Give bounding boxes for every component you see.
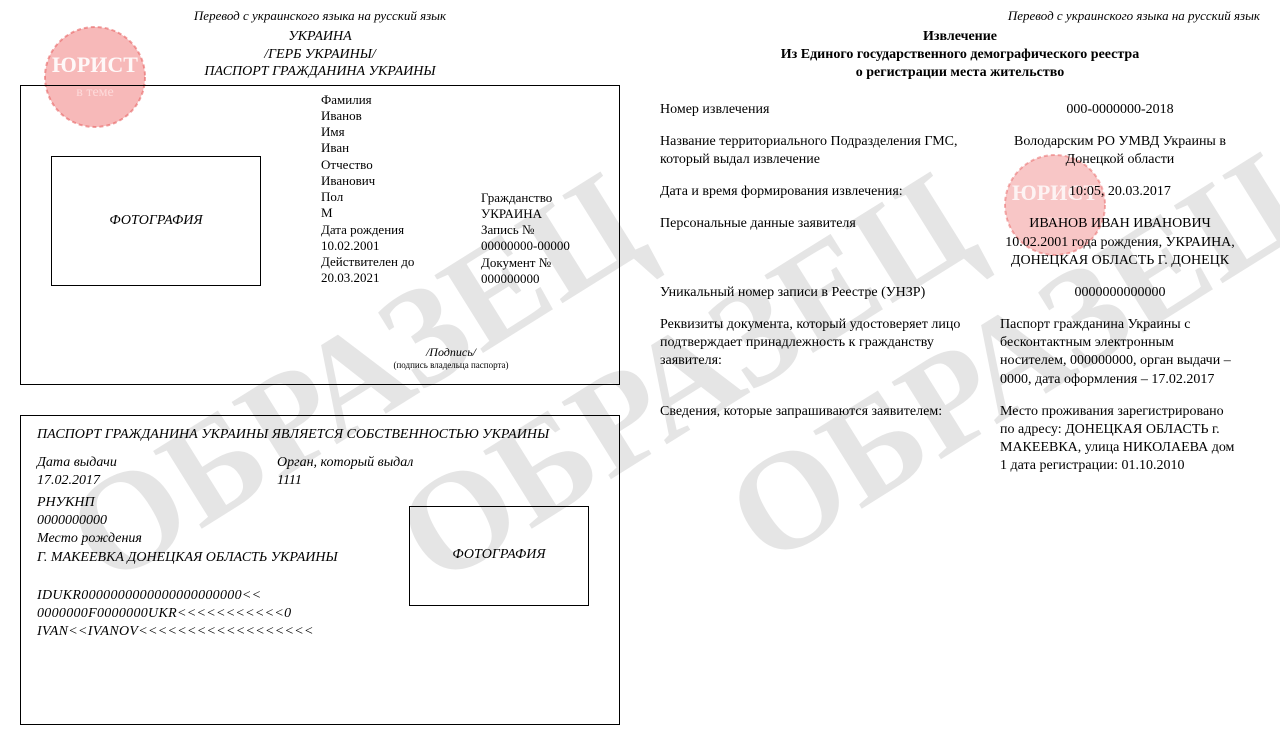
field-value: 000000000	[481, 271, 631, 287]
field-label: Гражданство	[481, 190, 631, 206]
extract-value: 0000000000000	[1000, 284, 1240, 302]
field-value: Иван	[321, 140, 601, 156]
extract-label: Уникальный номер записи в Реестре (УНЗР)	[660, 284, 1000, 302]
extract-value: 10:05, 20.03.2017	[1000, 183, 1240, 201]
signature-block: /Подпись/ (подпись владельца паспорта)	[321, 345, 581, 370]
header-line: /ГЕРБ УКРАИНЫ/	[20, 46, 620, 64]
photo-placeholder: ФОТОГРАФИЯ	[51, 156, 261, 286]
extract-row: Уникальный номер записи в Реестре (УНЗР)…	[660, 284, 1260, 302]
mrz-line: 0000000F0000000UKR<<<<<<<<<<<0	[37, 605, 603, 623]
extract-row: Реквизиты документа, который удостоверяе…	[660, 316, 1260, 389]
extract-label: Номер извлечения	[660, 101, 1000, 119]
field-label: Орган, который выдал	[277, 454, 517, 472]
field-label: Отчество	[321, 157, 601, 173]
extract-row: Сведения, которые запрашиваются заявител…	[660, 403, 1260, 476]
extract-row: Персональные данные заявителя ИВАНОВ ИВА…	[660, 215, 1260, 270]
header-line: Из Единого государственного демографичес…	[660, 46, 1260, 64]
field-label: Дата выдачи	[37, 454, 277, 472]
signature-label: /Подпись/	[321, 345, 581, 360]
passport-header: УКРАИНА /ГЕРБ УКРАИНЫ/ ПАСПОРТ ГРАЖДАНИН…	[20, 28, 620, 81]
extract-value: Паспорт гражданина Украины с бесконтактн…	[1000, 316, 1240, 389]
translation-note: Перевод с украинского языка на русский я…	[20, 8, 620, 24]
extract-value: 000-0000000-2018	[1000, 101, 1240, 119]
extract-row: Название территориального Подразделения …	[660, 133, 1260, 169]
field-value: 00000000-00000	[481, 238, 631, 254]
field-label: Фамилия	[321, 92, 601, 108]
extract-label: Персональные данные заявителя	[660, 215, 1000, 270]
header-line: Извлечение	[660, 28, 1260, 46]
passport-column: Перевод с украинского языка на русский я…	[0, 0, 640, 749]
field-value: 17.02.2017	[37, 472, 277, 490]
extract-label: Название территориального Подразделения …	[660, 133, 1000, 169]
header-line: УКРАИНА	[20, 28, 620, 46]
translation-note: Перевод с украинского языка на русский я…	[660, 8, 1260, 24]
field-value: УКРАИНА	[481, 206, 631, 222]
field-label: Имя	[321, 124, 601, 140]
header-line: ПАСПОРТ ГРАЖДАНИНА УКРАИНЫ	[20, 63, 620, 81]
extract-value: Место проживания зарегистрировано по адр…	[1000, 403, 1240, 476]
field-label: Запись №	[481, 222, 631, 238]
header-line: о регистрации места жительство	[660, 64, 1260, 82]
passport-front-card: ФОТОГРАФИЯ Фамилия Иванов Имя Иван Отчес…	[20, 85, 620, 385]
extract-header: Извлечение Из Единого государственного д…	[660, 28, 1260, 83]
passport-fields-right: Гражданство УКРАИНА Запись № 00000000-00…	[481, 190, 631, 288]
back-title: ПАСПОРТ ГРАЖДАНИНА УКРАИНЫ ЯВЛЯЕТСЯ СОБС…	[37, 426, 603, 444]
extract-label: Дата и время формирования извлечения:	[660, 183, 1000, 201]
extract-label: Сведения, которые запрашиваются заявител…	[660, 403, 1000, 476]
passport-back-card: ПАСПОРТ ГРАЖДАНИНА УКРАИНЫ ЯВЛЯЕТСЯ СОБС…	[20, 415, 620, 725]
field-value: Иванов	[321, 108, 601, 124]
mrz-line: IVAN<<IVANOV<<<<<<<<<<<<<<<<<<	[37, 623, 603, 641]
extract-value: Володарским РО УМВД Украины в Донецкой о…	[1000, 133, 1240, 169]
extract-row: Дата и время формирования извлечения: 10…	[660, 183, 1260, 201]
field-label: Документ №	[481, 255, 631, 271]
signature-sub: (подпись владельца паспорта)	[321, 360, 581, 370]
photo-placeholder: ФОТОГРАФИЯ	[409, 506, 589, 606]
field-value: 1111	[277, 472, 517, 490]
extract-row: Номер извлечения 000-0000000-2018	[660, 101, 1260, 119]
extract-column: Перевод с украинского языка на русский я…	[640, 0, 1280, 749]
field-value: Иванович	[321, 173, 601, 189]
extract-label: Реквизиты документа, который удостоверяе…	[660, 316, 1000, 389]
extract-value: ИВАНОВ ИВАН ИВАНОВИЧ 10.02.2001 года рож…	[1000, 215, 1240, 270]
